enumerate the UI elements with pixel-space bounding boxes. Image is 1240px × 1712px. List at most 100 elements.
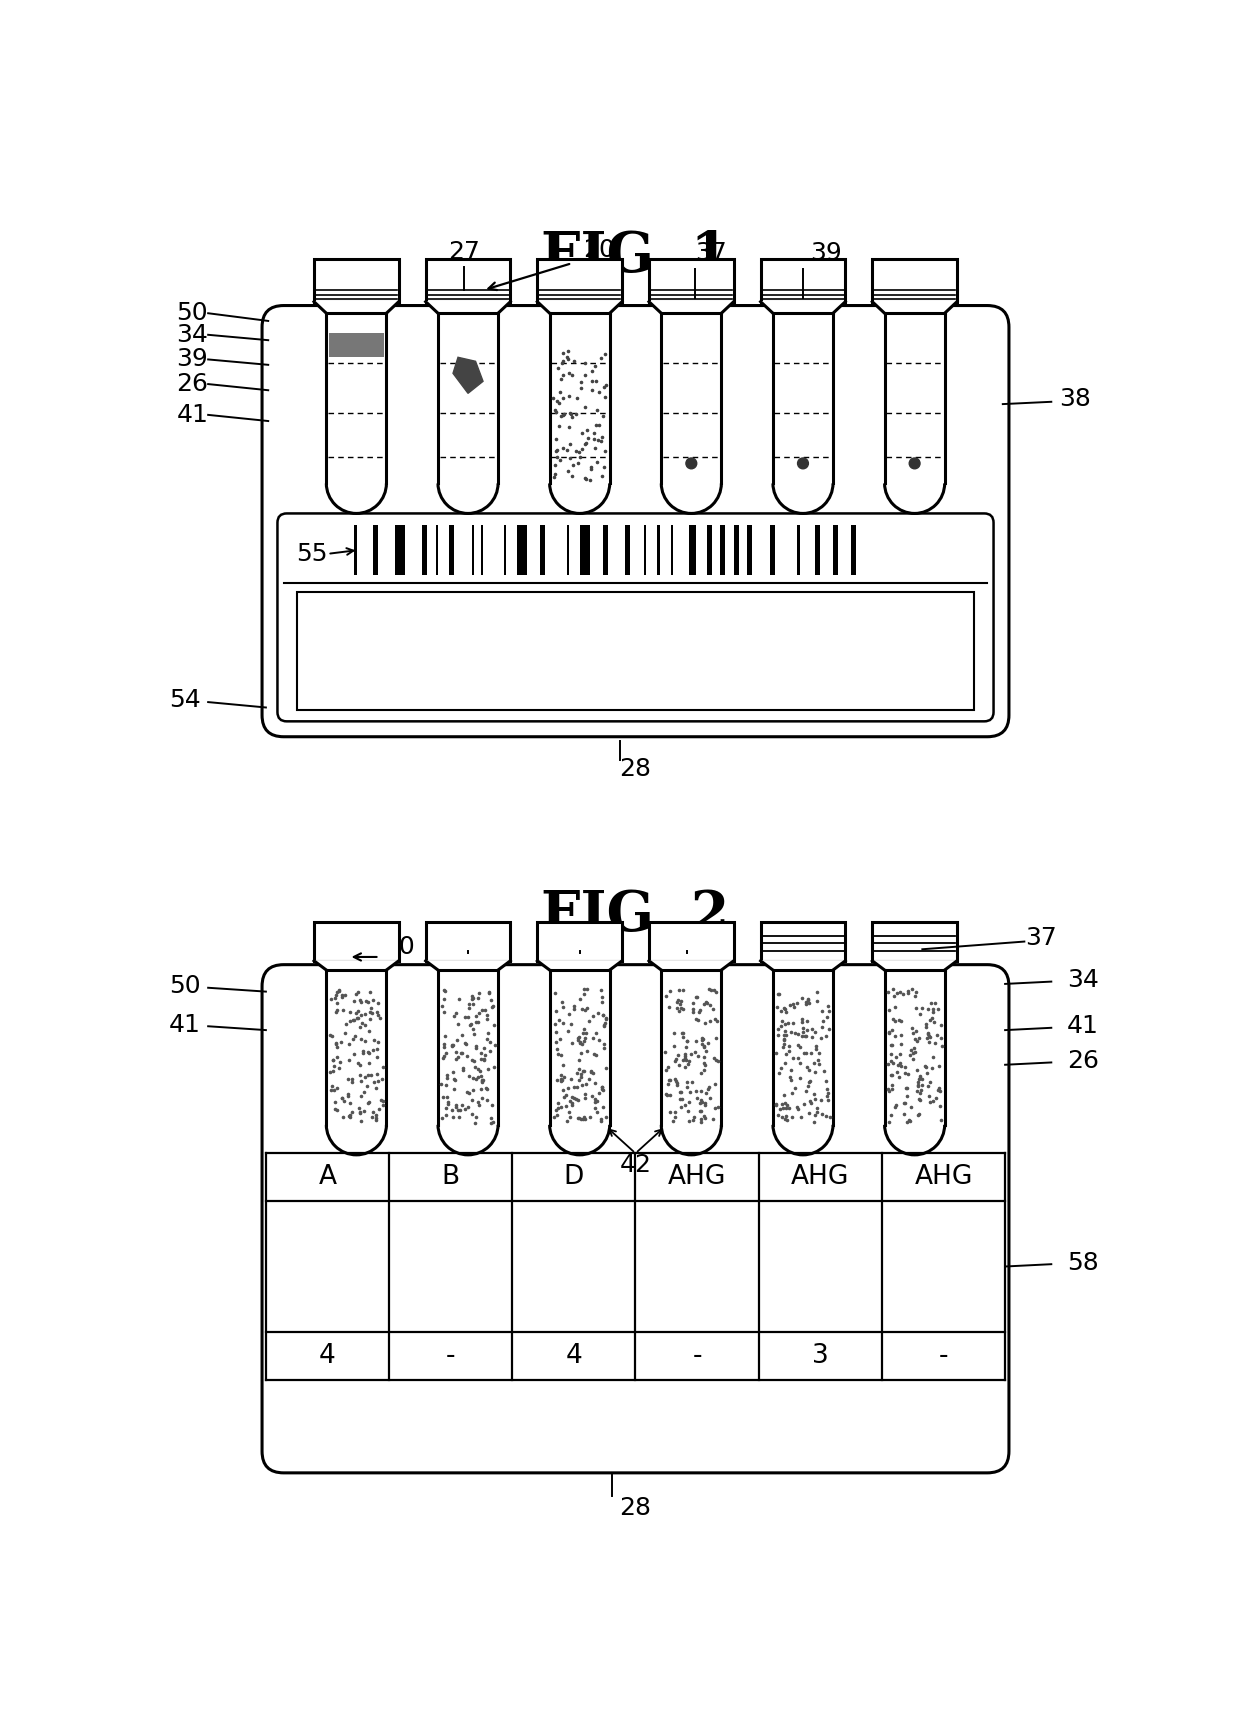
Point [546, 1097, 565, 1125]
Point [883, 976, 903, 1003]
Point [791, 1104, 811, 1132]
Point [676, 1091, 696, 1118]
Point [799, 990, 818, 1017]
Point [342, 1097, 362, 1125]
Point [346, 1000, 366, 1027]
Point [459, 990, 479, 1017]
Point [345, 1022, 365, 1049]
Point [666, 1067, 686, 1094]
Point [570, 443, 590, 471]
Bar [770, 526, 775, 575]
Point [905, 1039, 925, 1067]
Point [594, 1092, 614, 1120]
Point [792, 1005, 812, 1032]
Point [372, 1087, 392, 1115]
Point [562, 1082, 582, 1109]
Point [451, 1039, 471, 1067]
Point [594, 1012, 614, 1039]
Point [463, 983, 482, 1010]
Point [342, 1068, 362, 1096]
Point [906, 995, 926, 1022]
Point [775, 1106, 795, 1133]
Point [551, 1067, 570, 1094]
Point [569, 1067, 589, 1094]
Point [701, 1008, 720, 1036]
Point [595, 437, 615, 464]
Point [477, 1019, 497, 1046]
Point [573, 419, 593, 447]
Point [591, 1073, 611, 1101]
Point [918, 1060, 937, 1087]
Point [691, 1097, 711, 1125]
Point [805, 1058, 825, 1085]
Point [351, 1108, 371, 1135]
Point [327, 990, 347, 1017]
Point [554, 401, 574, 428]
Text: 28: 28 [620, 757, 651, 781]
Point [584, 1041, 604, 1068]
Point [656, 1056, 676, 1084]
Point [568, 383, 588, 411]
Point [928, 1022, 947, 1049]
Point [900, 1041, 920, 1068]
Point [900, 1108, 920, 1135]
Point [548, 387, 568, 414]
Point [367, 1060, 387, 1087]
Point [465, 1053, 485, 1080]
Bar [760, 923, 846, 960]
Point [560, 445, 580, 473]
Point [676, 1046, 696, 1073]
Point [350, 1094, 370, 1121]
Point [889, 1063, 909, 1091]
Point [898, 979, 918, 1007]
Point [591, 1108, 611, 1135]
Point [547, 1067, 567, 1094]
Point [546, 399, 565, 426]
Point [582, 1058, 601, 1085]
Point [708, 1048, 728, 1075]
Point [805, 1080, 825, 1108]
Point [696, 1089, 715, 1116]
Point [698, 1029, 718, 1056]
Point [594, 454, 614, 481]
Point [551, 1041, 570, 1068]
Point [469, 1000, 489, 1027]
Point [816, 1067, 836, 1094]
Point [929, 995, 949, 1022]
Point [544, 1104, 564, 1132]
Point [797, 1017, 817, 1044]
Text: 39: 39 [176, 348, 208, 372]
Point [363, 1036, 383, 1063]
Point [920, 1068, 940, 1096]
Point [575, 394, 595, 421]
Point [340, 1008, 360, 1036]
Text: AHG: AHG [668, 1164, 727, 1190]
Point [774, 995, 794, 1022]
Point [589, 1025, 609, 1053]
Bar [649, 259, 734, 301]
Point [366, 1106, 386, 1133]
Point [919, 1019, 939, 1046]
Point [347, 1005, 367, 1032]
Point [336, 981, 356, 1008]
Point [766, 1091, 786, 1118]
Point [820, 1103, 839, 1130]
Point [463, 986, 482, 1014]
Point [776, 1041, 796, 1068]
Point [466, 1065, 486, 1092]
Text: FIG. 1: FIG. 1 [542, 228, 729, 284]
Point [884, 1005, 904, 1032]
Point [800, 1068, 820, 1096]
Point [595, 341, 615, 368]
Point [673, 995, 693, 1022]
Point [691, 1104, 711, 1132]
Point [340, 1103, 360, 1130]
Point [434, 998, 454, 1025]
Bar [720, 526, 725, 575]
Point [470, 979, 490, 1007]
Point [551, 378, 570, 406]
Point [548, 354, 568, 382]
Point [596, 1055, 616, 1082]
Point [559, 382, 579, 409]
Point [551, 1092, 570, 1120]
